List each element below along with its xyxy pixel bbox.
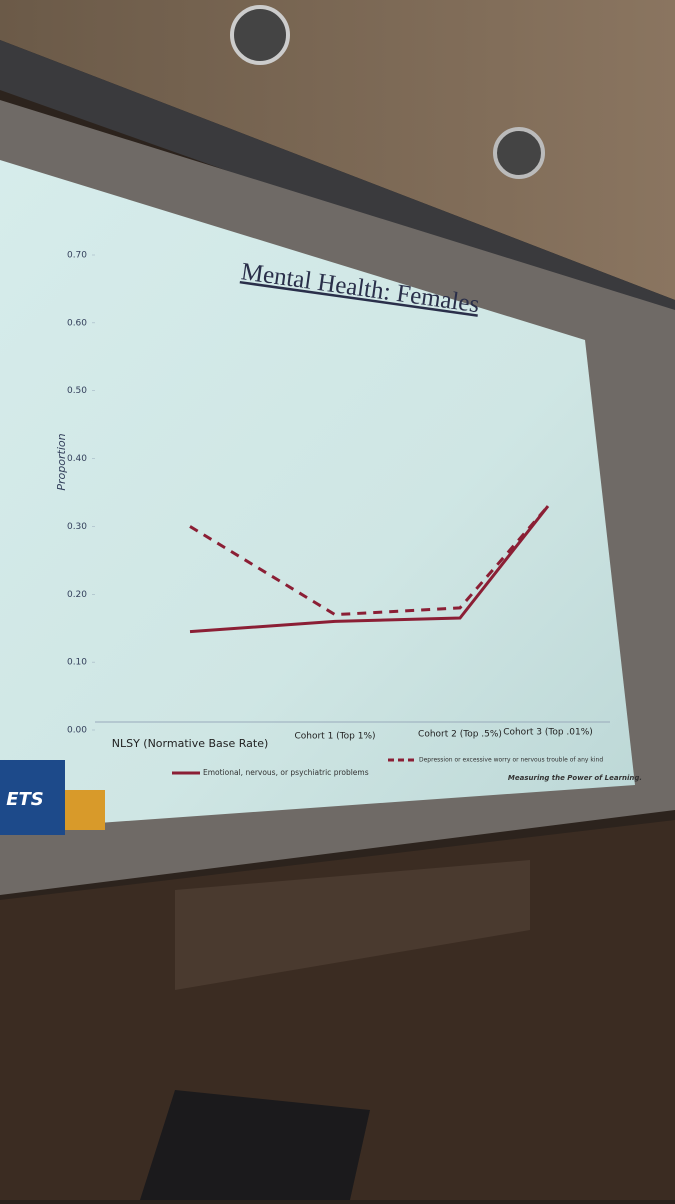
ceiling <box>0 0 675 300</box>
ceiling-light <box>230 5 290 65</box>
logo-text: ETS <box>6 789 44 810</box>
ceiling-light <box>493 127 545 179</box>
slide <box>0 160 635 830</box>
x-tick-label: NLSY (Normative Base Rate) <box>112 737 269 750</box>
tagline: Measuring the Power of Learning. <box>508 774 642 782</box>
logo-accent <box>65 790 105 830</box>
monitor <box>140 1090 370 1200</box>
y-tick-label: 0.40 <box>67 454 87 464</box>
y-axis-label: Proportion <box>55 433 68 490</box>
y-tick-label: 0.60 <box>67 318 87 328</box>
series-line <box>189 505 550 634</box>
x-tick-label: Cohort 2 (Top .5%) <box>418 730 502 740</box>
y-tick-label: 0.50 <box>67 386 87 396</box>
y-tick-label: 0.00 <box>67 726 87 736</box>
legend-label: Emotional, nervous, or psychiatric probl… <box>203 768 369 777</box>
logo-box <box>0 760 65 835</box>
x-tick-label: Cohort 1 (Top 1%) <box>294 732 375 742</box>
x-tick-label: Cohort 3 (Top .01%) <box>503 728 593 738</box>
y-tick-label: 0.20 <box>67 590 87 600</box>
legend-label: Depression or excessive worry or nervous… <box>419 757 603 764</box>
series-line <box>189 505 550 617</box>
whiteboard <box>175 860 530 990</box>
y-tick-label: 0.70 <box>67 251 87 261</box>
y-tick-label: 0.10 <box>67 658 87 668</box>
y-tick-label: 0.30 <box>67 522 87 532</box>
